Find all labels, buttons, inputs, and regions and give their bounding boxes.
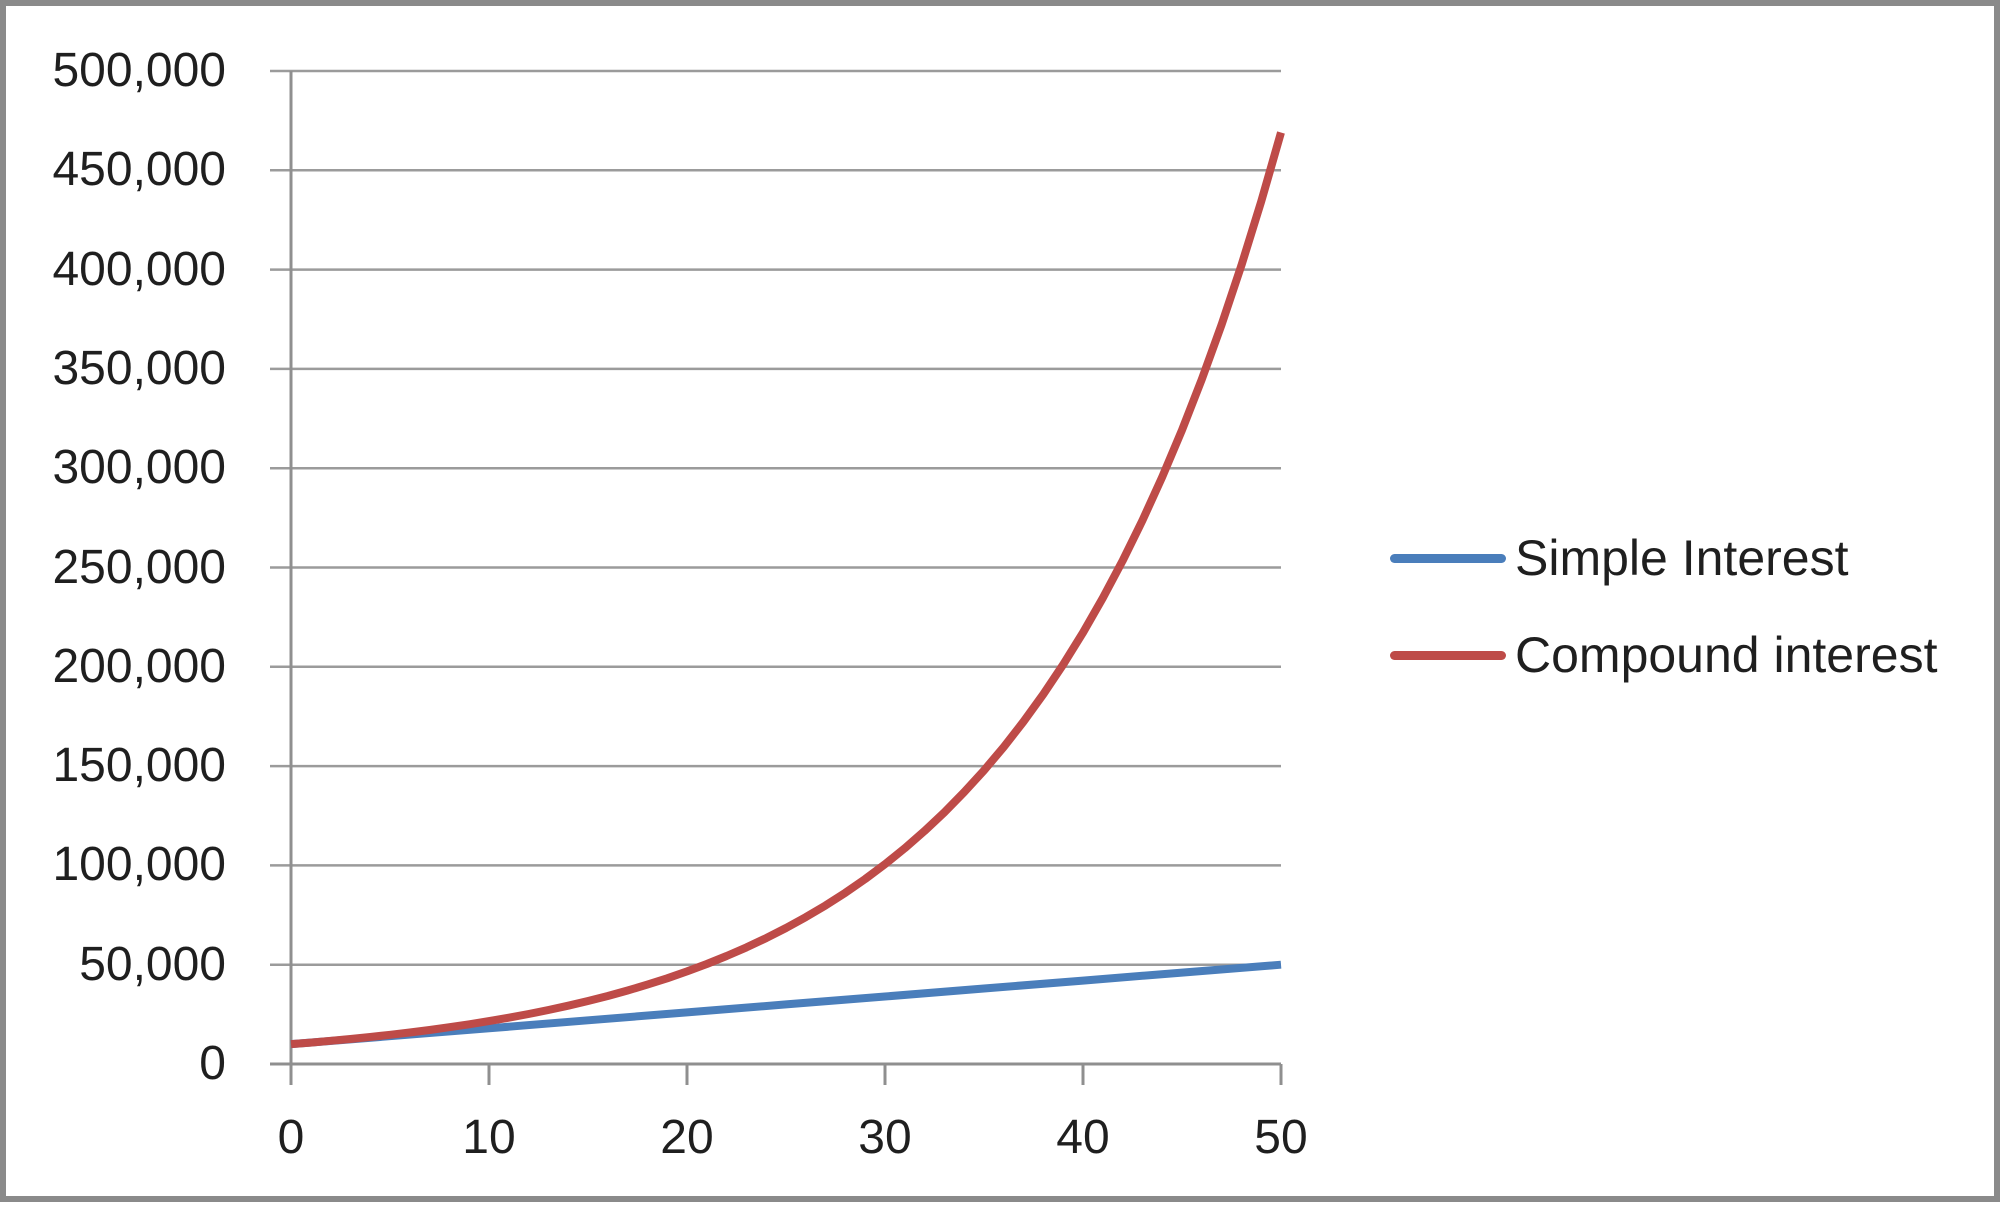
y-axis-tick-label: 250,000 bbox=[52, 540, 226, 594]
x-axis-tick-label: 30 bbox=[858, 1111, 912, 1164]
plot-area bbox=[270, 69, 1285, 1085]
series-line-simple-interest bbox=[290, 960, 1282, 1049]
y-axis-tick-label: 500,000 bbox=[52, 44, 226, 97]
y-axis-tick-label: 450,000 bbox=[52, 143, 226, 197]
y-axis-tick-label: 100,000 bbox=[52, 838, 226, 892]
y-axis-tick-label: 150,000 bbox=[52, 739, 226, 793]
x-axis-tick-label: 50 bbox=[1254, 1111, 1308, 1164]
y-axis-tick-label: 200,000 bbox=[52, 639, 226, 693]
series-line-compound-interest bbox=[290, 131, 1285, 1049]
y-axis-tick-label: 0 bbox=[199, 1037, 226, 1090]
x-axis-tick-label: 40 bbox=[1056, 1111, 1110, 1164]
x-axis-tick-label: 20 bbox=[660, 1111, 714, 1164]
y-axis-tick-label: 350,000 bbox=[52, 341, 226, 395]
x-axis-tick-label: 10 bbox=[462, 1111, 516, 1164]
x-axis-tick-label: 0 bbox=[277, 1111, 305, 1164]
y-axis-tick-label: 50,000 bbox=[79, 937, 226, 991]
y-axis-tick-label: 400,000 bbox=[52, 242, 226, 296]
y-axis-tick-label: 300,000 bbox=[52, 441, 226, 495]
